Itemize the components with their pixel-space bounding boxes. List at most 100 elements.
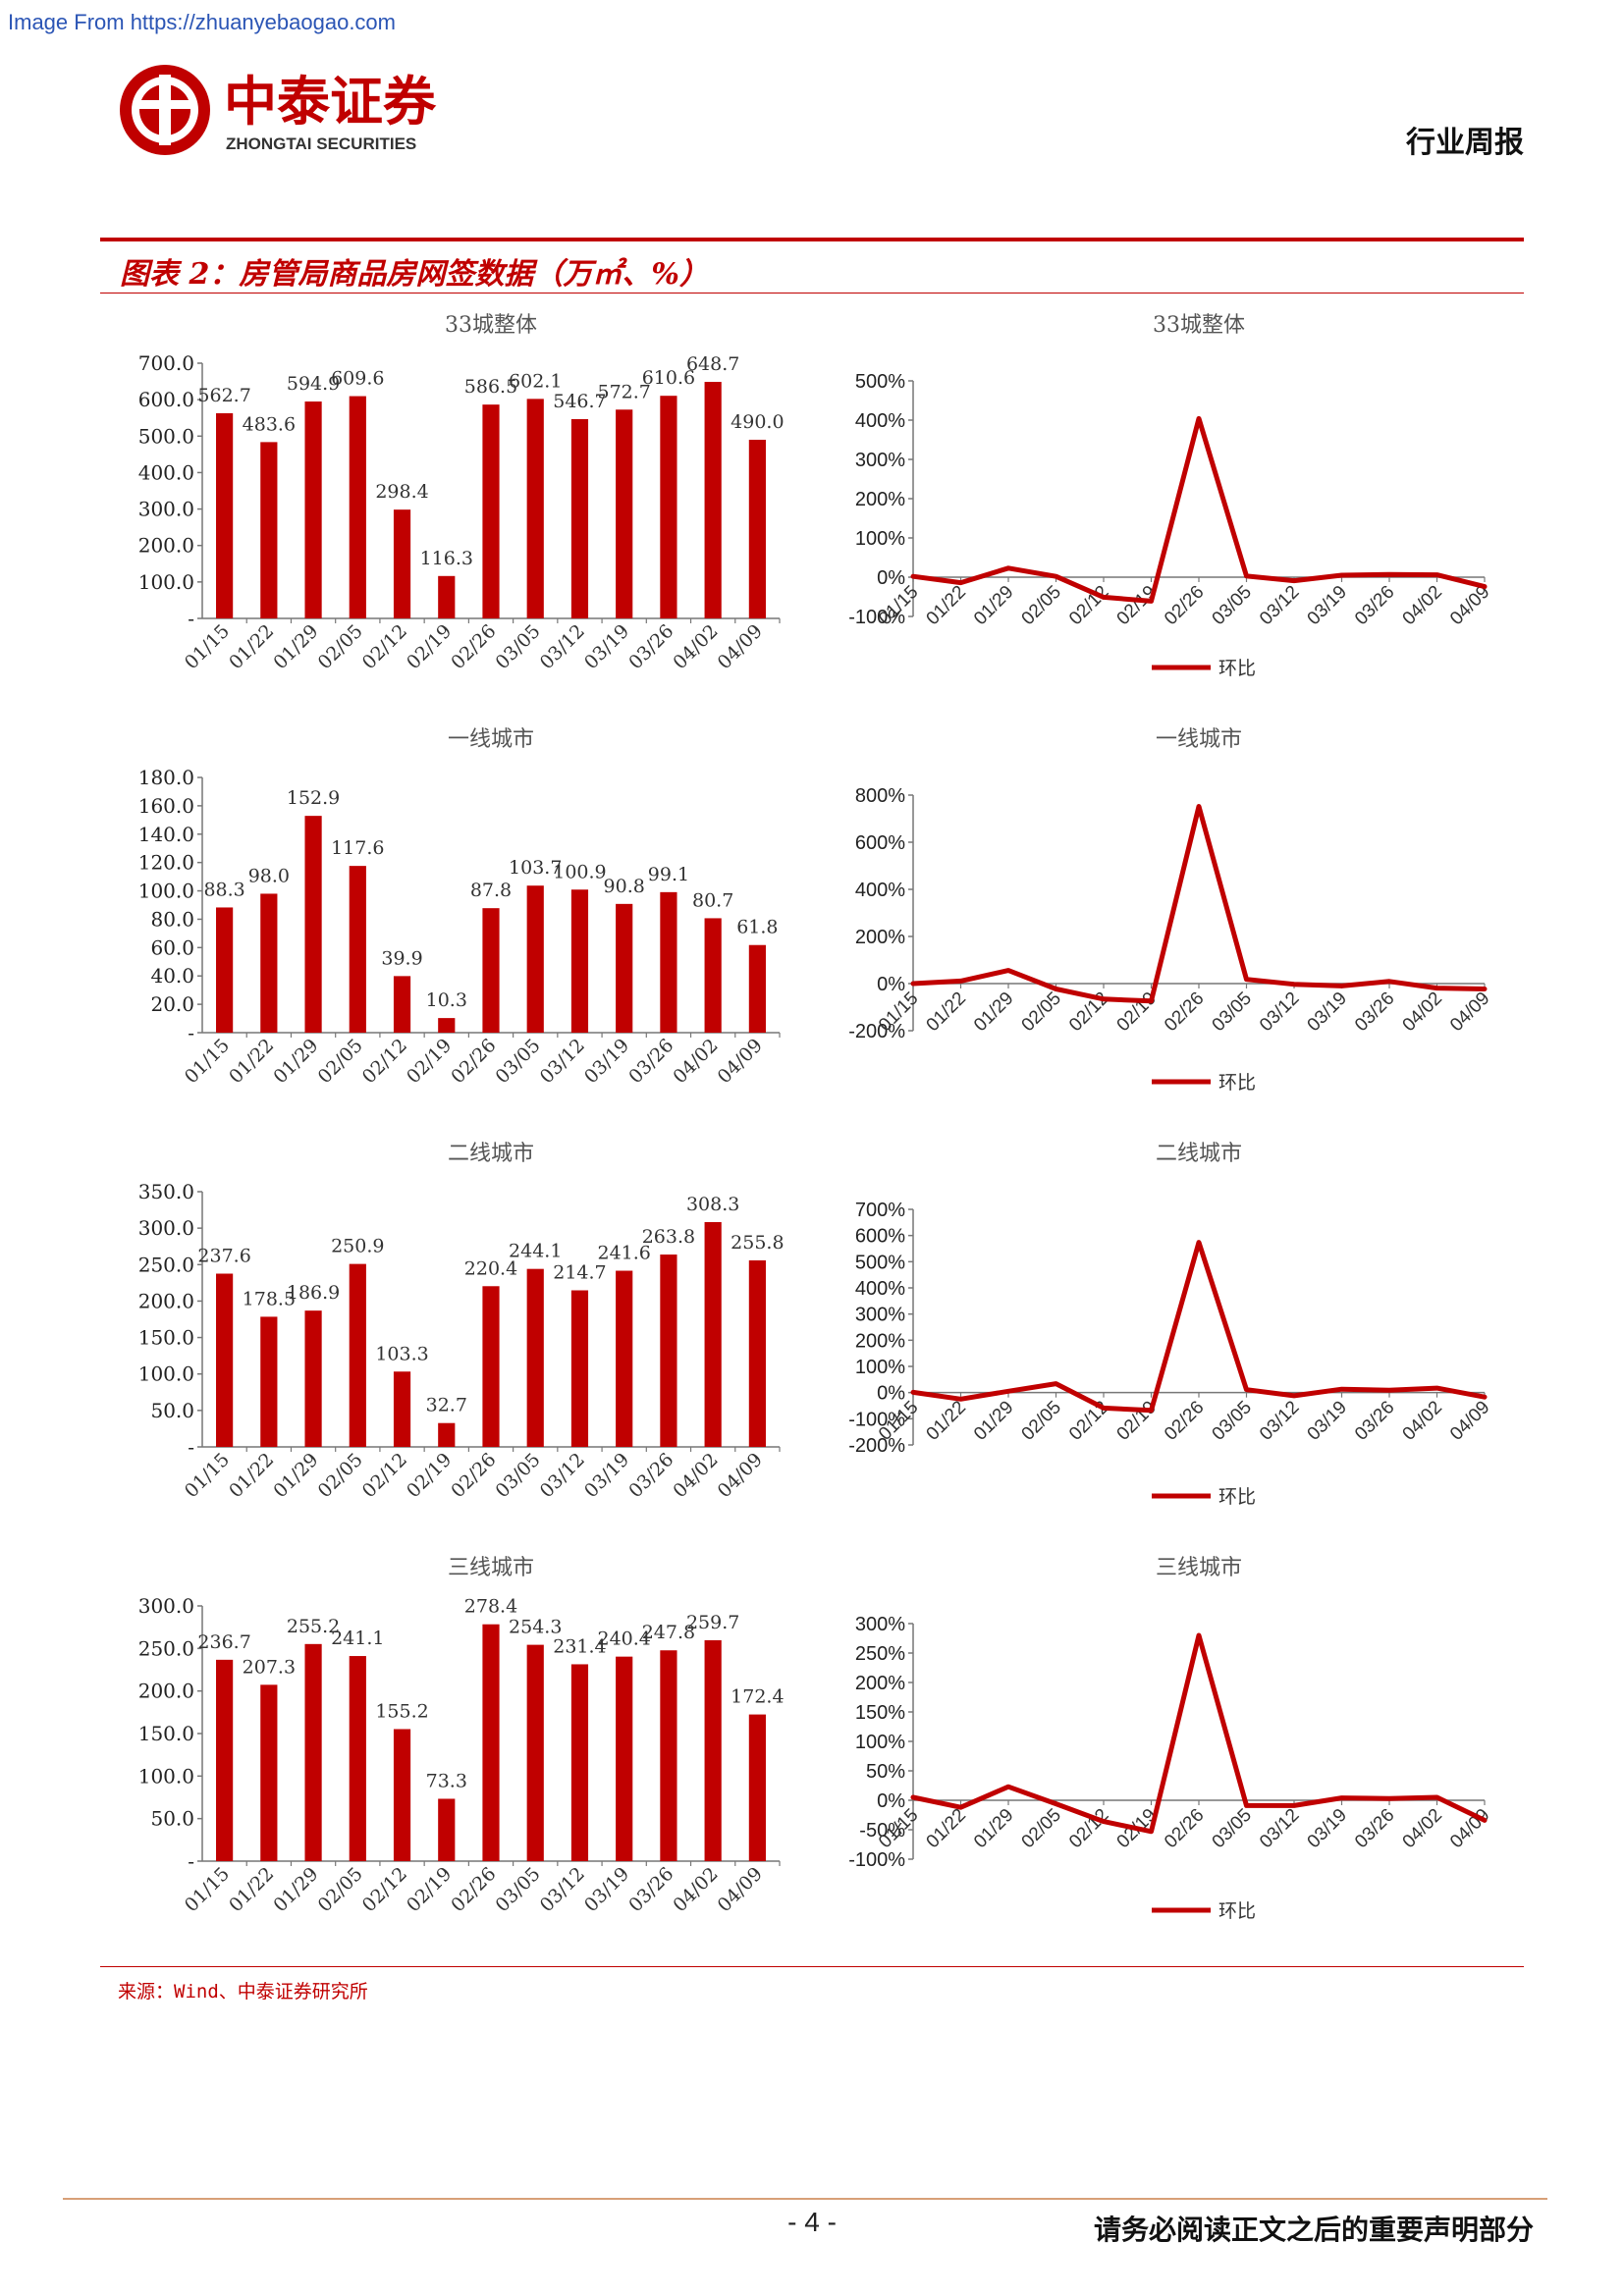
x-tick-label: 03/12 — [1256, 1805, 1303, 1852]
x-tick-label: 03/19 — [1304, 1397, 1351, 1444]
bar — [438, 1018, 456, 1033]
data-label: 298.4 — [375, 481, 428, 503]
y-tick-label: 300% — [855, 1305, 905, 1326]
chart-panel-tier1-line: 一线城市 -200% 0% 200% 400% 600% 800% 01/15 01/22 01/… — [815, 713, 1506, 1119]
legend-label: 环比 — [1218, 1486, 1256, 1508]
y-tick-label: 100% — [855, 528, 905, 550]
legend-label: 环比 — [1218, 658, 1256, 679]
y-tick-label: 100.0 — [138, 880, 194, 903]
x-tick-label: 02/12 — [1065, 1397, 1112, 1444]
data-label: 231.4 — [553, 1635, 606, 1657]
data-label: 178.5 — [243, 1288, 296, 1309]
chart-panel-33-line: 33城整体 -100% 0% 100% 200% 300% 400% 500% 01/15 01/… — [815, 298, 1506, 705]
x-tick-label: 01/29 — [269, 1449, 322, 1502]
chart-tier2-bar: 二线城市 - 50.0 100.0 150.0 200.0 250.0 300.0 350.0 2… — [138, 1142, 785, 1502]
chart-tier2-line: 二线城市 -200% -100% 0% 100% 200% 300% 400% 500% 600%… — [848, 1142, 1493, 1508]
x-tick-label: 04/09 — [1446, 988, 1493, 1036]
y-tick-label: 40.0 — [150, 964, 194, 988]
y-tick-label: 150.0 — [138, 1326, 194, 1350]
y-tick-label: 100.0 — [138, 1362, 194, 1386]
bar — [616, 1656, 633, 1861]
bar — [304, 1310, 322, 1447]
y-tick-label: 0% — [877, 567, 905, 589]
chart-panel-tier3-line: 三线城市 -100% -50% 0% 50% 100% 150% 200% 250% 300% 01… — [815, 1541, 1506, 1948]
data-label: 103.3 — [375, 1343, 428, 1364]
bar — [393, 509, 411, 618]
y-tick-label: 400% — [855, 410, 905, 432]
x-tick-label: 03/19 — [580, 1449, 633, 1502]
y-tick-label: 200% — [855, 1330, 905, 1352]
chart-panel-tier1-bar: 一线城市 - 20.0 40.0 60.0 80.0 100.0 120.0 140.0 160.… — [116, 713, 803, 1119]
chart-tier1-bar: 一线城市 - 20.0 40.0 60.0 80.0 100.0 120.0 140.0 160.… — [138, 727, 781, 1088]
x-tick-label: 03/12 — [536, 620, 589, 673]
bar — [570, 889, 589, 1033]
y-tick-label: 600.0 — [138, 388, 194, 411]
footer-divider — [63, 2198, 1547, 2200]
bar — [438, 1422, 456, 1447]
y-tick-label: 20.0 — [150, 992, 194, 1016]
x-tick-label: 04/02 — [1399, 1805, 1446, 1852]
x-tick-label: 03/19 — [1304, 988, 1351, 1036]
source-note: 来源：Wind、中泰证券研究所 — [118, 1981, 368, 2002]
x-tick-label: 02/19 — [403, 1863, 456, 1916]
x-tick-label: 04/02 — [669, 1035, 722, 1088]
data-label: 100.9 — [553, 861, 606, 882]
x-tick-label: 02/05 — [1018, 988, 1065, 1036]
chart-33-city-bar: 33城整体 - 100.0 200.0 300.0 400.0 500.0 600.0 700.… — [138, 313, 785, 673]
y-tick-label: -100% — [848, 1409, 905, 1430]
company-logo: 中泰证券 ZHONGTAI SECURITIES — [116, 61, 499, 163]
series-line-huanbi — [910, 415, 1488, 604]
data-label: 236.7 — [197, 1631, 250, 1653]
series-line-huanbi — [910, 1240, 1488, 1414]
y-tick-label: 100% — [855, 1357, 905, 1378]
y-tick-label: 350.0 — [138, 1180, 194, 1203]
bar — [260, 442, 278, 618]
y-tick-label: 600% — [855, 832, 905, 854]
y-tick-label: -100% — [848, 607, 905, 628]
bar — [349, 1263, 366, 1447]
x-tick-label: 03/12 — [536, 1449, 589, 1502]
x-tick-label: 01/22 — [923, 988, 970, 1036]
data-label: 255.8 — [731, 1232, 784, 1254]
bar — [482, 908, 500, 1033]
data-label: 255.2 — [287, 1616, 340, 1637]
bar — [304, 816, 322, 1033]
x-tick-label: 02/12 — [358, 620, 411, 673]
x-tick-label: 02/26 — [1161, 1805, 1208, 1852]
y-tick-label: -50% — [859, 1820, 905, 1842]
x-tick-label: 01/22 — [225, 1863, 278, 1916]
data-label: 247.8 — [642, 1622, 695, 1643]
bar — [616, 409, 633, 618]
data-label: 237.6 — [197, 1245, 250, 1266]
bar — [704, 1221, 722, 1447]
data-label: 572.7 — [597, 381, 650, 402]
x-tick-label: 02/05 — [1018, 1397, 1065, 1444]
x-tick-label: 04/09 — [714, 1449, 767, 1502]
x-tick-label: 04/02 — [1399, 988, 1446, 1036]
x-tick-label: 03/05 — [1209, 1805, 1256, 1852]
chart-tier3-line: 三线城市 -100% -50% 0% 50% 100% 150% 200% 250% 300% 01… — [848, 1556, 1493, 1922]
y-tick-label: 500% — [855, 1252, 905, 1273]
bar — [349, 396, 366, 618]
data-label: 586.5 — [464, 376, 517, 398]
x-tick-label: 03/05 — [491, 620, 544, 673]
x-tick-label: 04/09 — [714, 1863, 767, 1916]
data-label: 39.9 — [381, 947, 422, 969]
data-label: 61.8 — [736, 917, 778, 938]
x-tick-label: 04/09 — [714, 620, 767, 673]
data-label: 98.0 — [248, 865, 290, 886]
data-label: 73.3 — [426, 1770, 467, 1791]
y-tick-label: -200% — [848, 1435, 905, 1457]
y-tick-label: 0% — [877, 1383, 905, 1405]
bar — [393, 1371, 411, 1447]
x-tick-label: 02/12 — [358, 1863, 411, 1916]
y-tick-label: -100% — [848, 1849, 905, 1871]
y-tick-label: 160.0 — [138, 794, 194, 818]
bar — [526, 1644, 544, 1861]
legend-label: 环比 — [1218, 1072, 1256, 1094]
y-tick-label: 50% — [866, 1761, 905, 1783]
x-tick-label: 03/05 — [491, 1035, 544, 1088]
x-tick-label: 03/05 — [1209, 582, 1256, 629]
bar — [304, 1643, 322, 1861]
data-label: 220.4 — [464, 1257, 517, 1279]
